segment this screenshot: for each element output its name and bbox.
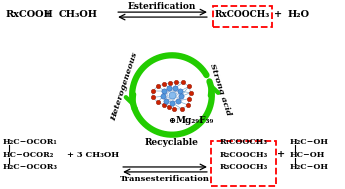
Text: R₃COOCH₃: R₃COOCH₃ — [219, 163, 268, 171]
Text: HC−OCOR₂: HC−OCOR₂ — [3, 151, 54, 159]
Text: H₂C−OH: H₂C−OH — [289, 163, 328, 171]
Text: +: + — [45, 10, 52, 19]
Text: Strong acid: Strong acid — [208, 63, 232, 117]
Text: ⊕: ⊕ — [168, 117, 176, 125]
Text: H₂O: H₂O — [287, 10, 309, 19]
FancyBboxPatch shape — [211, 141, 276, 186]
Text: H₂C−OCOR₁: H₂C−OCOR₁ — [3, 138, 57, 146]
Text: Recyclable: Recyclable — [145, 138, 199, 147]
Text: CH₃OH: CH₃OH — [58, 10, 97, 19]
Text: HC−OH: HC−OH — [289, 151, 325, 159]
Text: RxCOOCH₃: RxCOOCH₃ — [215, 10, 270, 19]
Text: H₂C−OCOR₃: H₂C−OCOR₃ — [3, 163, 58, 171]
Circle shape — [135, 59, 209, 132]
Text: +: + — [276, 150, 285, 159]
Text: Transesterification: Transesterification — [120, 175, 210, 183]
Text: R₂COOCH₃: R₂COOCH₃ — [219, 151, 268, 159]
Text: H₂C−OH: H₂C−OH — [289, 138, 328, 146]
Text: +: + — [274, 10, 282, 19]
FancyBboxPatch shape — [213, 6, 272, 27]
Text: R₁COOCH₃: R₁COOCH₃ — [220, 138, 268, 146]
Text: Heterogeneous: Heterogeneous — [109, 52, 139, 122]
Text: RxCOOH: RxCOOH — [6, 10, 53, 19]
Text: + 3 CH₃OH: + 3 CH₃OH — [67, 151, 120, 159]
Text: Mg₂₉F₃₉: Mg₂₉F₃₉ — [176, 116, 214, 125]
Text: Esterification: Esterification — [128, 2, 196, 11]
